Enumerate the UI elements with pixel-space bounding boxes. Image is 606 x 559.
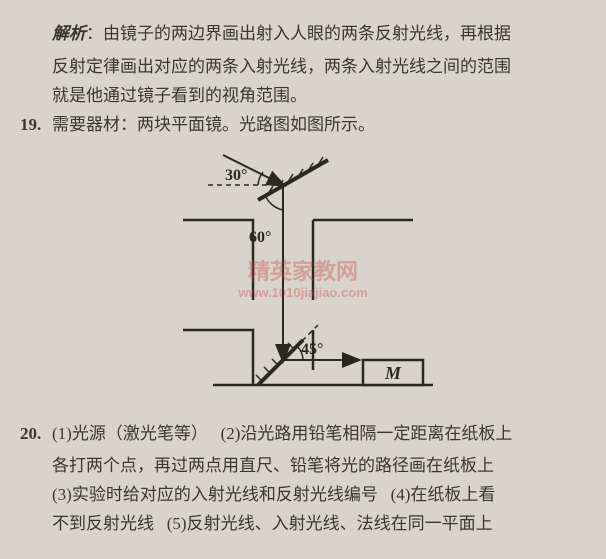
diagram-svg: 30° 60° 45° M (153, 150, 453, 410)
explain-label: 解析 (52, 24, 86, 43)
angle-30: 30° (225, 167, 247, 184)
q20-line1: (1)光源（激光笔等） (2)沿光路用铅笔相隔一定距离在纸板上 (52, 420, 586, 449)
explain-line2: 反射定律画出对应的两条入射光线，两条入射光线之间的范围 (20, 53, 586, 82)
q19-text: 需要器材：两块平面镜。光路图如图所示。 (52, 111, 586, 140)
angle-45: 45° (301, 341, 323, 358)
q20-number: 20. (20, 420, 52, 449)
explain-text1: ：由镜子的两边界画出射入人眼的两条反射光线，再根据 (86, 24, 511, 43)
angle-60: 60° (249, 229, 271, 246)
q19-block: 19. 需要器材：两块平面镜。光路图如图所示。 (20, 111, 586, 140)
q20-p3: (3)实验时给对应的入射光线和反射光线编号 (52, 485, 378, 504)
q20-block: 20. (1)光源（激光笔等） (2)沿光路用铅笔相隔一定距离在纸板上 (20, 420, 586, 449)
label-m: M (384, 363, 402, 383)
explain-block: 解析：由镜子的两边界画出射入人眼的两条反射光线，再根据 (20, 20, 586, 49)
q20-line3: (3)实验时给对应的入射光线和反射光线编号 (4)在纸板上看 (20, 481, 586, 510)
q20-p1a: (1)光源（激光笔等） (52, 424, 208, 443)
q20-line2: 各打两个点，再过两点用直尺、铅笔将光的路径画在纸板上 (20, 452, 586, 481)
q20-line4: 不到反射光线 (5)反射光线、入射光线、法线在同一平面上 (20, 510, 586, 539)
q19-number: 19. (20, 111, 52, 140)
q20-l4: 不到反射光线 (52, 514, 154, 533)
optics-diagram: 30° 60° 45° M 精英家教网 www.1010jiajiao.com (20, 150, 586, 410)
explain-line1: 解析：由镜子的两边界画出射入人眼的两条反射光线，再根据 (20, 20, 586, 49)
explain-line3: 就是他通过镜子看到的视角范围。 (20, 82, 586, 111)
q20-p4: (4)在纸板上看 (391, 485, 496, 504)
q20-p1b: (2)沿光路用铅笔相隔一定距离在纸板上 (221, 424, 513, 443)
q20-p5: (5)反射光线、入射光线、法线在同一平面上 (167, 514, 493, 533)
